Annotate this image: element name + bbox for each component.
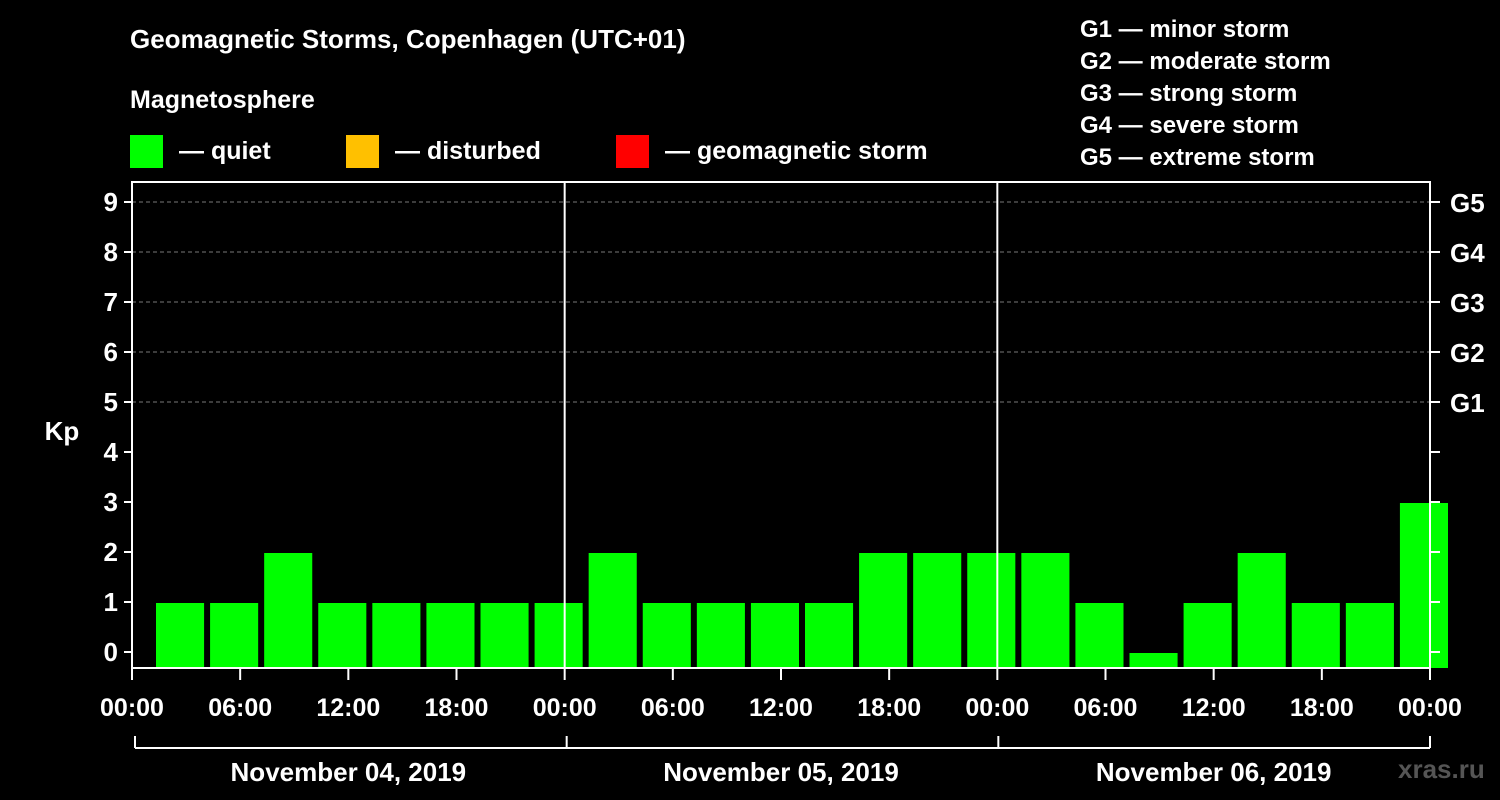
g-scale-label: G1 xyxy=(1450,388,1485,418)
kp-bar xyxy=(1021,553,1070,668)
storm-scale-g4: G4 — severe storm xyxy=(1080,112,1299,139)
kp-bar xyxy=(534,603,583,668)
x-tick-label: 06:00 xyxy=(208,694,272,722)
storm-scale-g3: G3 — strong storm xyxy=(1080,80,1298,107)
legend-label-disturbed: — disturbed xyxy=(395,136,541,165)
legend-item-storm: — geomagnetic storm xyxy=(616,134,928,168)
x-tick-label: 00:00 xyxy=(1398,694,1462,722)
y-tick-label: 7 xyxy=(104,287,118,317)
legend-swatch-disturbed xyxy=(346,134,379,168)
y-tick-label: 4 xyxy=(104,437,119,467)
x-tick-label: 12:00 xyxy=(749,694,813,722)
kp-bar xyxy=(372,603,421,668)
y-tick-label: 5 xyxy=(104,387,118,417)
y-tick-label: 3 xyxy=(104,487,118,517)
kp-bar xyxy=(696,603,745,668)
g-scale-label: G4 xyxy=(1450,238,1485,268)
y-axis-label: Kp xyxy=(45,416,80,446)
plot-frame xyxy=(131,181,1431,669)
kp-bar xyxy=(913,553,962,668)
x-tick-label: 18:00 xyxy=(1290,694,1354,722)
kp-bar xyxy=(1291,603,1340,668)
legend-swatch-storm xyxy=(616,134,649,168)
x-tick-label: 12:00 xyxy=(1182,694,1246,722)
kp-bar xyxy=(805,603,854,668)
x-tick-label: 00:00 xyxy=(533,694,597,722)
legend-label-storm: — geomagnetic storm xyxy=(665,136,928,165)
kp-bar xyxy=(750,603,799,668)
kp-bar xyxy=(642,603,691,668)
kp-bar xyxy=(1075,603,1124,668)
legend-item-disturbed: — disturbed xyxy=(346,134,541,168)
kp-bar xyxy=(156,603,205,668)
g-scale-label: G2 xyxy=(1450,338,1485,368)
kp-bar xyxy=(480,603,529,668)
g-scale-label: G3 xyxy=(1450,288,1485,318)
kp-bar xyxy=(967,553,1016,668)
y-tick-label: 8 xyxy=(104,237,118,267)
y-tick-label: 0 xyxy=(104,637,118,667)
kp-bar xyxy=(1237,553,1286,668)
kp-bar xyxy=(318,603,367,668)
kp-bar xyxy=(588,553,637,668)
kp-bar xyxy=(210,603,259,668)
legend-title: Magnetosphere xyxy=(130,86,315,114)
date-label: November 04, 2019 xyxy=(231,757,467,787)
kp-bar xyxy=(1399,503,1448,668)
kp-bar xyxy=(264,553,313,668)
x-tick-label: 18:00 xyxy=(857,694,921,722)
watermark: xras.ru xyxy=(1398,754,1485,784)
y-tick-label: 6 xyxy=(104,337,118,367)
x-tick-label: 00:00 xyxy=(100,694,164,722)
storm-scale-g5: G5 — extreme storm xyxy=(1080,144,1315,171)
storm-scale-g2: G2 — moderate storm xyxy=(1080,48,1331,75)
kp-bar xyxy=(859,553,908,668)
storm-scale-g1: G1 — minor storm xyxy=(1080,16,1290,43)
kp-bar xyxy=(1345,603,1394,668)
date-label: November 05, 2019 xyxy=(663,757,899,787)
kp-bar xyxy=(426,603,475,668)
x-tick-label: 00:00 xyxy=(965,694,1029,722)
storm-scale-legend: G1 — minor storm G2 — moderate storm G3 … xyxy=(1080,14,1331,174)
g-scale-label: G5 xyxy=(1450,188,1485,218)
x-tick-label: 12:00 xyxy=(316,694,380,722)
y-tick-label: 9 xyxy=(104,187,118,217)
x-tick-label: 06:00 xyxy=(1074,694,1138,722)
x-tick-label: 06:00 xyxy=(641,694,705,722)
y-tick-label: 1 xyxy=(104,587,118,617)
y-tick-label: 2 xyxy=(104,537,118,567)
kp-bar xyxy=(1183,603,1232,668)
legend-swatch-quiet xyxy=(130,134,163,168)
x-tick-label: 18:00 xyxy=(425,694,489,722)
kp-bar xyxy=(1129,653,1178,668)
legend-label-quiet: — quiet xyxy=(179,136,271,165)
chart-title: Geomagnetic Storms, Copenhagen (UTC+01) xyxy=(130,24,686,54)
legend-item-quiet: — quiet xyxy=(130,134,271,168)
date-label: November 06, 2019 xyxy=(1096,757,1332,787)
